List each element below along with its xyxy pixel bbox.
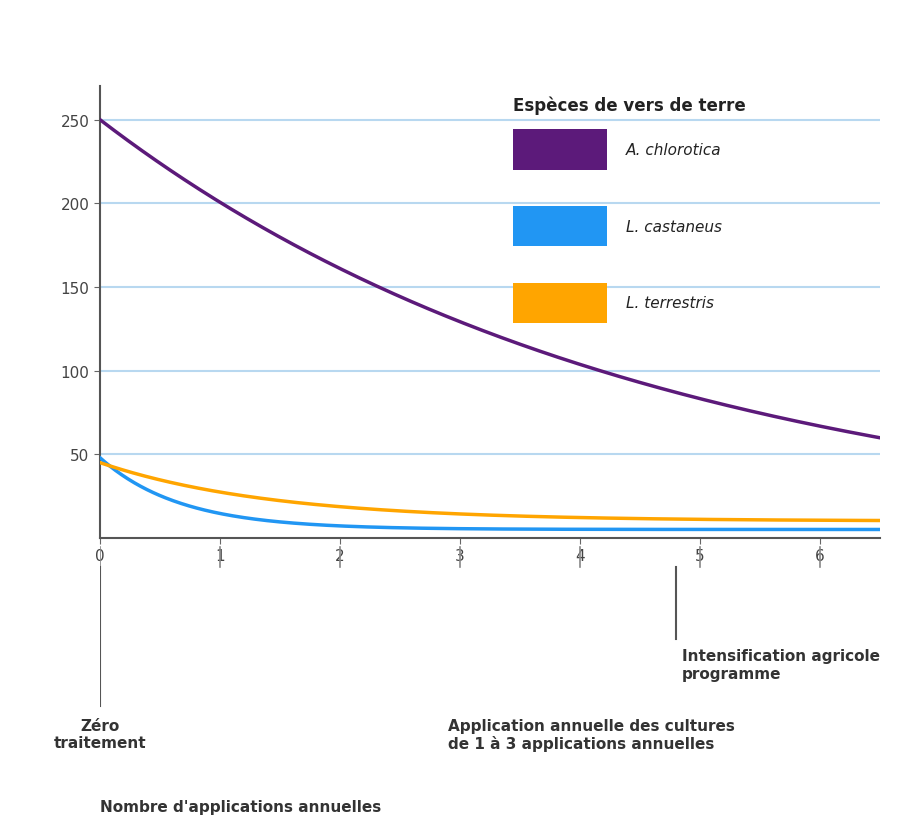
Text: Évolution du nombre de vers de terre en fonction des traitements
phytosanitaires: Évolution du nombre de vers de terre en …	[64, 22, 843, 65]
Text: Espèces de vers de terre: Espèces de vers de terre	[513, 96, 746, 114]
Text: Nombre d'applications annuelles: Nombre d'applications annuelles	[100, 799, 381, 814]
Text: L. castaneus: L. castaneus	[626, 219, 722, 234]
Text: L. terrestris: L. terrestris	[626, 296, 715, 311]
Text: Intensification agricole
programme: Intensification agricole programme	[682, 648, 880, 681]
Text: Application annuelle des cultures
de 1 à 3 applications annuelles: Application annuelle des cultures de 1 à…	[448, 718, 735, 752]
Text: A. chlorotica: A. chlorotica	[626, 142, 722, 157]
Text: Zéro
traitement: Zéro traitement	[54, 718, 146, 750]
Bar	[513, 283, 607, 324]
Bar	[513, 130, 607, 171]
Bar	[513, 206, 607, 247]
